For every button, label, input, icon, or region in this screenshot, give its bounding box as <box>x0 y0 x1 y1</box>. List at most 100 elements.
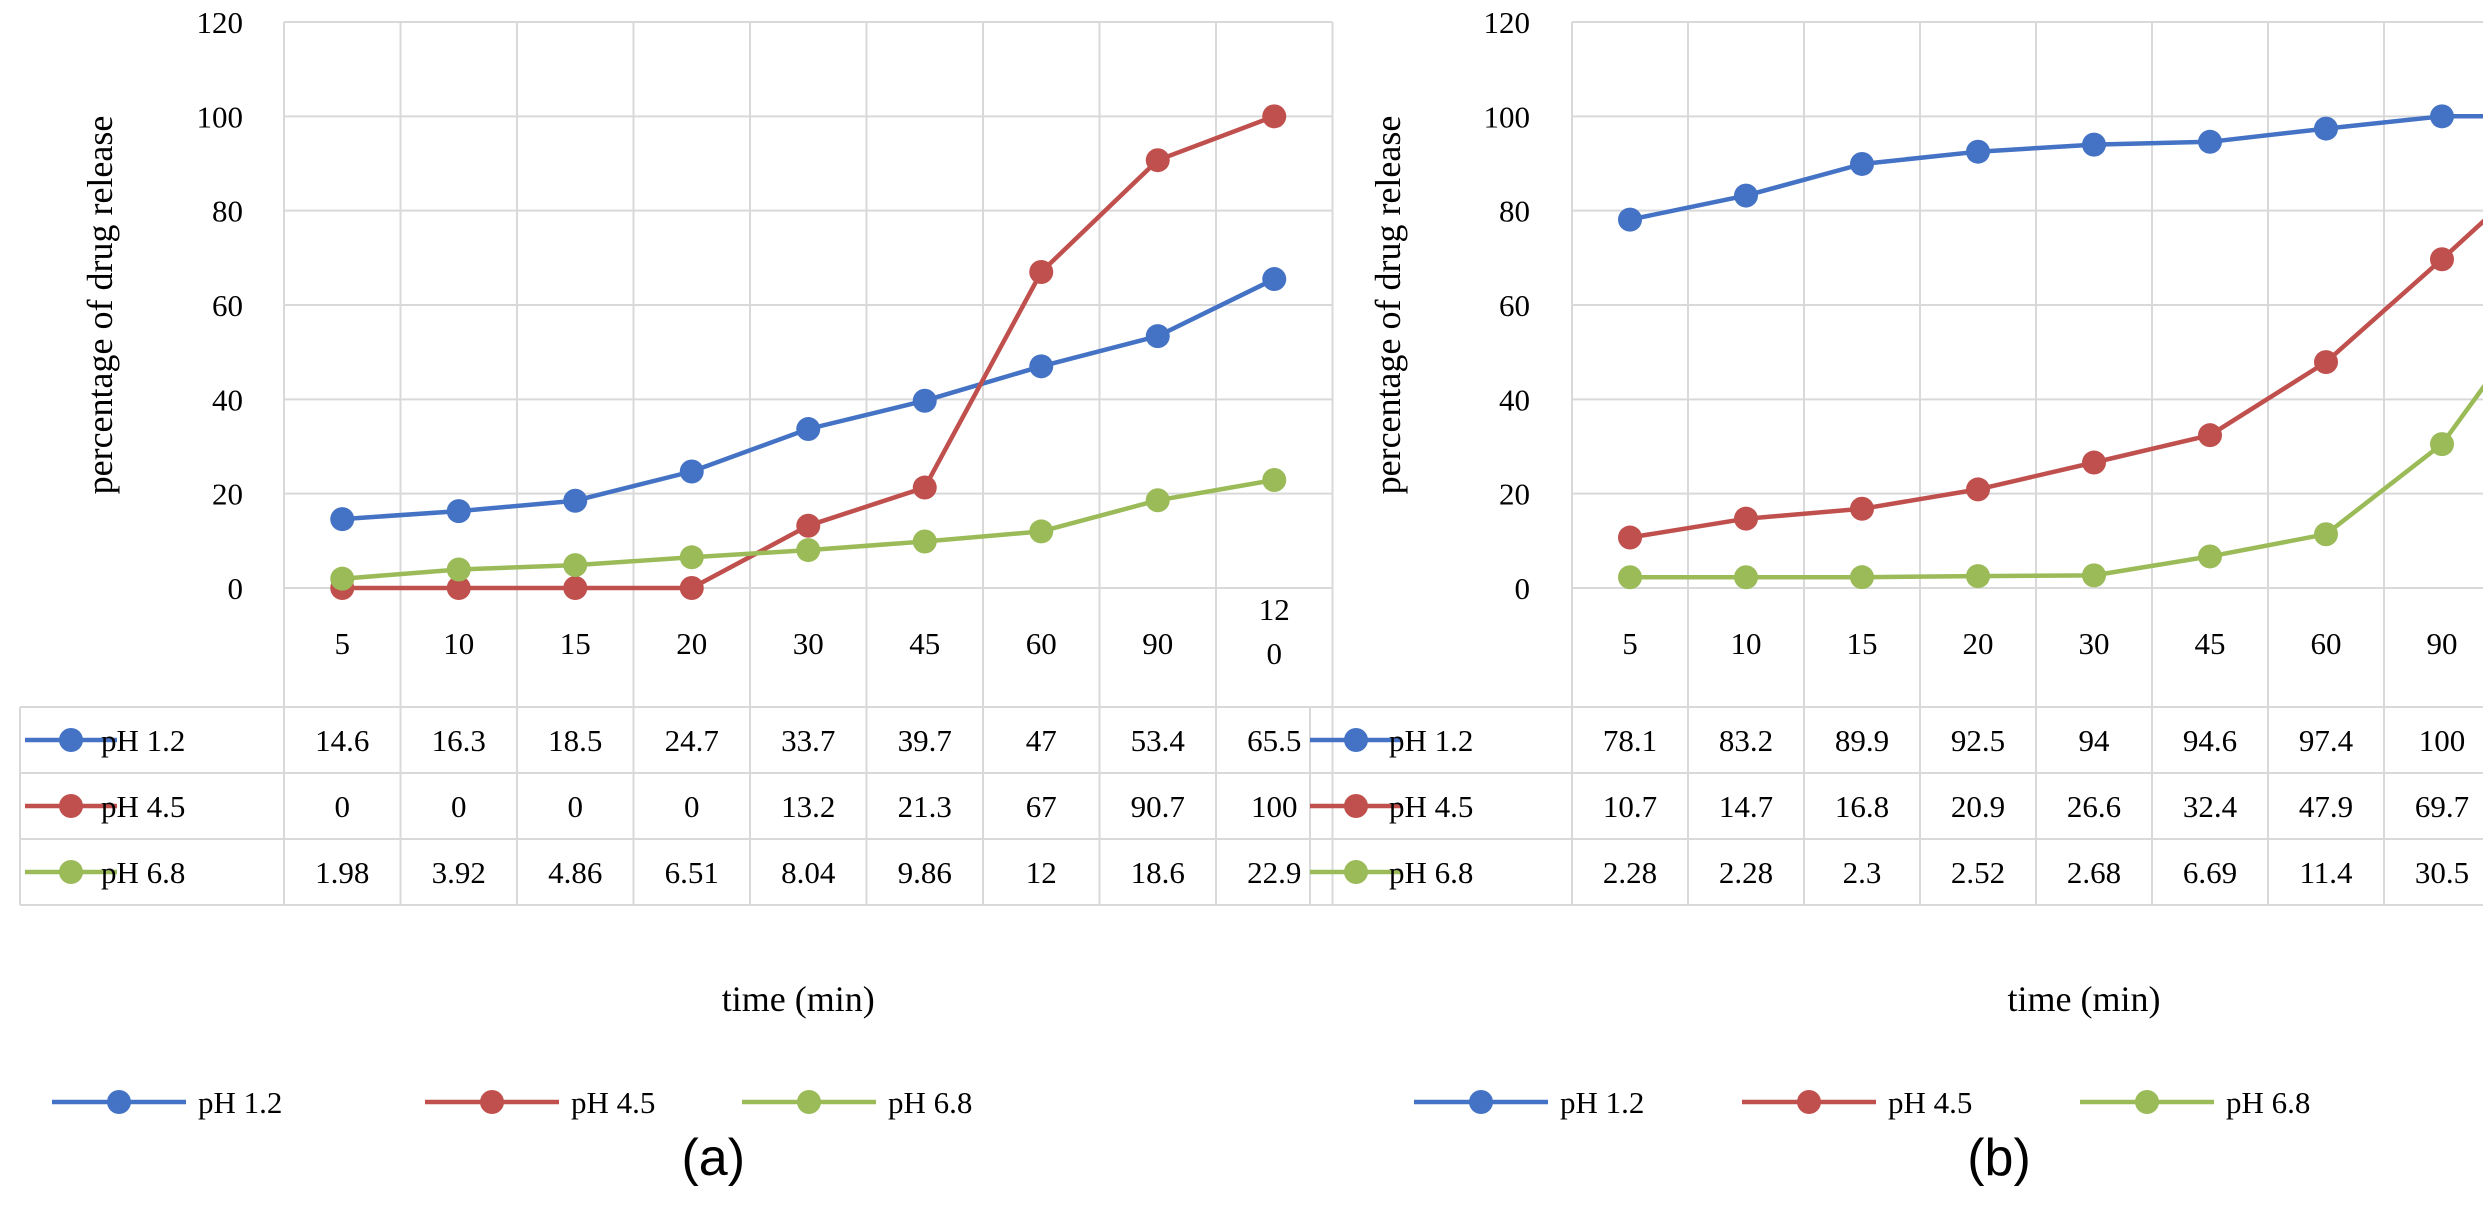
chart-b-data-label-s2-4: 2.68 <box>2067 855 2121 890</box>
chart-b-point-s0-1 <box>1734 183 1758 208</box>
chart-a-point-s2-6 <box>1029 519 1054 544</box>
chart-a-point-s0-1 <box>446 499 471 524</box>
chart-a-data-label-s2-6: 12 <box>1026 855 1057 890</box>
chart-b-point-s1-0 <box>1618 525 1642 550</box>
chart-a-x-axis-title: time (min) <box>722 979 875 1019</box>
chart-a-data-label-s2-1: 3.92 <box>432 855 486 890</box>
chart-b-data-label-s2-6: 11.4 <box>2299 855 2353 890</box>
chart-b-point-s1-5 <box>2198 423 2222 448</box>
chart-b-xtick-label: 90 <box>2427 626 2458 661</box>
chart-a-data-label-s1-3: 0 <box>684 789 700 824</box>
chart-b-data-label-s0-4: 94 <box>2079 723 2111 758</box>
chart-b-ytick-label: 100 <box>1484 99 1531 134</box>
chart-a-data-label-s1-7: 90.7 <box>1131 789 1185 824</box>
chart-a-ytick-label: 80 <box>212 194 243 229</box>
chart-a-ytick-label: 0 <box>228 571 244 606</box>
chart-a-data-label-s2-3: 6.51 <box>665 855 719 890</box>
chart-a-ytick-label: 100 <box>197 99 244 134</box>
chart-a-data-label-s1-2: 0 <box>568 789 584 824</box>
chart-b-data-label-s0-7: 100 <box>2419 723 2466 758</box>
chart-a-point-s1-3 <box>679 576 704 600</box>
chart-b-point-s1-6 <box>2314 350 2338 375</box>
chart-a-data-label-s2-0: 1.98 <box>315 855 369 890</box>
chart-a-data-label-s0-5: 39.7 <box>898 723 952 758</box>
chart-a-data-label-s0-7: 53.4 <box>1131 723 1186 758</box>
chart-a-legend-label: pH 1.2 <box>198 1085 282 1120</box>
chart-b-table-key-marker-2 <box>1344 860 1368 884</box>
chart-b-ytick-label: 60 <box>1499 288 1530 323</box>
chart-a-point-s1-8 <box>1262 104 1287 129</box>
chart-a-data-label-s2-7: 18.6 <box>1131 855 1185 890</box>
chart-b-point-s0-0 <box>1618 207 1642 232</box>
chart-a-point-s0-7 <box>1145 324 1170 349</box>
chart-a-point-s0-3 <box>679 459 704 484</box>
chart-b-x-axis-title: time (min) <box>2008 979 2161 1019</box>
chart-a-point-s0-5 <box>912 388 937 413</box>
chart-b-point-s0-3 <box>1966 139 1990 164</box>
chart-b-table-key-marker-0 <box>1344 728 1368 752</box>
chart-a-legend-marker-1 <box>480 1090 504 1114</box>
chart-a-data-label-s2-8: 22.9 <box>1247 855 1301 890</box>
chart-b-xtick-label: 10 <box>1731 626 1762 661</box>
chart-a-ytick-label: 40 <box>212 382 243 417</box>
chart-a-data-label-s0-8: 65.5 <box>1247 723 1301 758</box>
chart-b-point-s2-2 <box>1850 565 1874 590</box>
chart-a-data-label-s1-8: 100 <box>1251 789 1298 824</box>
chart-b-legend-marker-1 <box>1797 1090 1821 1114</box>
chart-b-panel-label: (b) <box>1967 1129 2031 1187</box>
chart-b-data-label-s2-7: 30.5 <box>2415 855 2469 890</box>
chart-b-data-label-s0-2: 89.9 <box>1835 723 1889 758</box>
chart-b-ytick-label: 80 <box>1499 194 1530 229</box>
chart-a-table-key-marker-0 <box>59 728 83 752</box>
chart-b-point-s0-6 <box>2314 116 2338 141</box>
chart-a-point-s2-8 <box>1262 467 1287 492</box>
chart-a-data-label-s2-5: 9.86 <box>898 855 952 890</box>
chart-b-table-series-name: pH 6.8 <box>1389 855 1473 890</box>
chart-b-point-s0-7 <box>2430 104 2454 129</box>
chart-b-legend-marker-2 <box>2135 1090 2159 1114</box>
chart-b-data-label-s0-5: 94.6 <box>2183 723 2237 758</box>
chart-b-point-s2-3 <box>1966 564 1990 589</box>
chart-a-xtick-label: 12 0 <box>1259 592 1290 671</box>
chart-a-data-label-s0-6: 47 <box>1026 723 1057 758</box>
chart-a-point-s1-5 <box>912 475 937 500</box>
chart-b-legend-label: pH 1.2 <box>1560 1085 1644 1120</box>
chart-a-data-label-s0-2: 18.5 <box>548 723 602 758</box>
chart-a-point-s2-7 <box>1145 488 1170 513</box>
chart-a-point-s2-5 <box>912 529 937 554</box>
chart-a-point-s2-0 <box>330 566 355 591</box>
chart-a-xtick-label: 5 <box>335 626 351 661</box>
chart-b-table-series-name: pH 1.2 <box>1389 723 1473 758</box>
chart-a-xtick-label: 60 <box>1026 626 1057 661</box>
chart-b-data-label-s2-0: 2.28 <box>1603 855 1657 890</box>
chart-a-xtick-label: 30 <box>793 626 824 661</box>
chart-b-xtick-label: 30 <box>2079 626 2110 661</box>
chart-b-point-s1-3 <box>1966 477 1990 502</box>
chart-b-point-s2-4 <box>2082 563 2106 588</box>
chart-b-point-s1-1 <box>1734 506 1758 531</box>
chart-b-point-s2-0 <box>1618 565 1642 590</box>
chart-b-point-s2-5 <box>2198 544 2222 569</box>
chart-b-data-label-s2-2: 2.3 <box>1843 855 1882 890</box>
chart-a-point-s1-6 <box>1029 259 1054 284</box>
chart-b-legend-label: pH 6.8 <box>2226 1085 2310 1120</box>
chart-a-point-s0-0 <box>330 507 355 532</box>
chart-b-xtick-label: 15 <box>1847 626 1878 661</box>
chart-b-point-s1-7 <box>2430 247 2454 272</box>
chart-a-panel-label: (a) <box>681 1129 745 1187</box>
chart-b-ytick-label: 0 <box>1515 571 1531 606</box>
chart-b-data-label-s1-4: 26.6 <box>2067 789 2121 824</box>
chart-a-data-label-s1-1: 0 <box>451 789 467 824</box>
chart-b-series-line-0 <box>1629 114 2483 222</box>
chart-a-table-series-name: pH 4.5 <box>101 789 185 824</box>
chart-b-data-label-s0-3: 92.5 <box>1951 723 2005 758</box>
chart-b-table-series-name: pH 4.5 <box>1389 789 1473 824</box>
chart-a-data-label-s2-2: 4.86 <box>548 855 602 890</box>
chart-b-xtick-label: 20 <box>1963 626 1994 661</box>
chart-a-ytick-label: 120 <box>197 5 244 40</box>
chart-b-series-line-2 <box>1630 383 2483 580</box>
chart-a-data-label-s0-1: 16.3 <box>432 723 486 758</box>
chart-b-data-label-s1-5: 32.4 <box>2183 789 2238 824</box>
chart-a-point-s2-3 <box>679 545 704 570</box>
